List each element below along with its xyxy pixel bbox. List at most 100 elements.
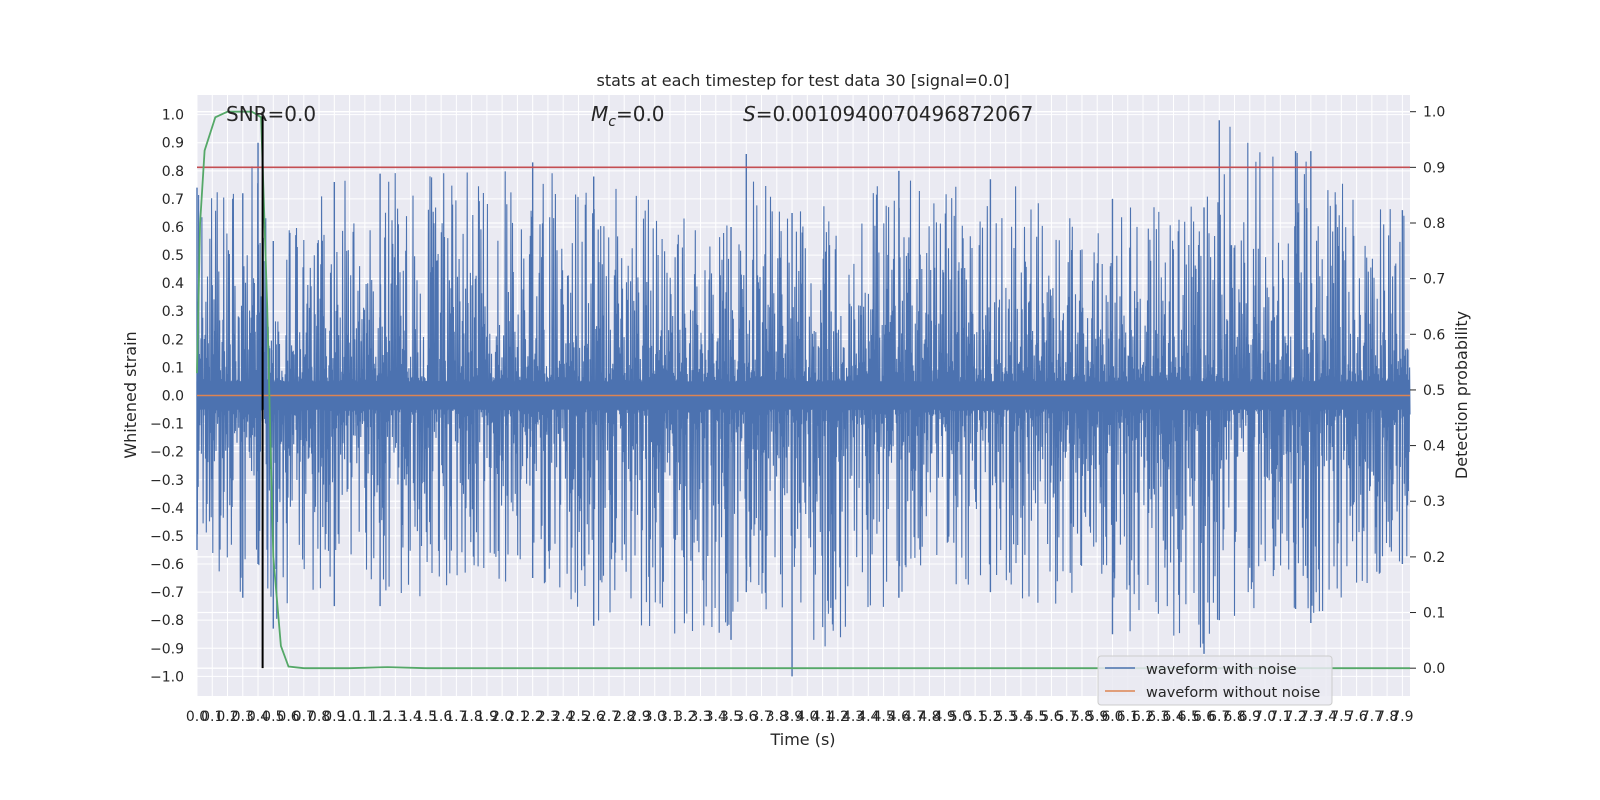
x-tick-label: 2.9 [628, 709, 650, 725]
x-tick-label: 3.3 [689, 709, 711, 725]
x-tick-label: 6.4 [1162, 709, 1184, 725]
x-tick-label: 5.2 [979, 709, 1001, 725]
x-tick-label: 4.1 [811, 709, 833, 725]
x-tick-label: 7.8 [1376, 709, 1398, 725]
x-tick-label: 5.1 [964, 709, 986, 725]
x-tick-label: 6.3 [1147, 709, 1169, 725]
x-tick-label: 2.6 [583, 709, 605, 725]
x-tick-label: 0.8 [308, 709, 330, 725]
x-tick-label: 6.0 [1101, 709, 1123, 725]
s-value: =0.0010940070496872067 [756, 102, 1034, 126]
x-tick-label: 5.4 [1010, 709, 1032, 725]
x-tick-label: 1.1 [354, 709, 376, 725]
x-tick-label: 4.7 [903, 709, 925, 725]
x-tick-label: 0.6 [277, 709, 299, 725]
x-tick-label: 1.2 [369, 709, 391, 725]
x-tick-label: 5.3 [995, 709, 1017, 725]
x-tick-label: 2.2 [522, 709, 544, 725]
x-tick-label: 3.1 [659, 709, 681, 725]
x-tick-label: 2.4 [552, 709, 574, 725]
x-tick-label: 2.3 [537, 709, 559, 725]
y-tick-label-right: 0.9 [1423, 160, 1445, 176]
x-tick-label: 1.5 [415, 709, 437, 725]
x-tick-label: 5.9 [1086, 709, 1108, 725]
y-tick-label-left: 0.9 [162, 136, 184, 152]
overlay-lines [196, 110, 1410, 670]
legend: waveform with noise waveform without noi… [1097, 655, 1333, 706]
x-tick-label: 6.2 [1132, 709, 1154, 725]
x-tick-label: 7.6 [1345, 709, 1367, 725]
x-tick-label: 0.9 [323, 709, 345, 725]
x-tick-label: 1.8 [461, 709, 483, 725]
y-tick-label-left: −0.1 [150, 417, 184, 433]
x-tick-label: 4.3 [842, 709, 864, 725]
x-tick-label: 4.8 [918, 709, 940, 725]
y-tick-label-left: 0.1 [162, 360, 184, 376]
y-tick-label-right: 0.7 [1423, 272, 1445, 288]
x-tick-label: 3.0 [644, 709, 666, 725]
x-axis-label: Time (s) [769, 730, 835, 749]
x-tick-label: 3.8 [766, 709, 788, 725]
y-tick-label-left: −1.0 [150, 669, 184, 685]
y-tick-label-left: −0.2 [150, 445, 184, 461]
x-tick-label: 3.6 [735, 709, 757, 725]
x-tick-label: 3.2 [674, 709, 696, 725]
axes: 0.00.10.20.30.40.50.60.70.80.91.01.11.21… [150, 105, 1445, 725]
y-tick-label-left: 0.6 [162, 220, 184, 236]
y-tick-label-left: 1.0 [162, 108, 184, 124]
x-tick-label: 4.2 [827, 709, 849, 725]
x-tick-label: 1.4 [399, 709, 421, 725]
x-tick-label: 1.6 [430, 709, 452, 725]
chirp-mass-symbol: M [591, 102, 608, 126]
chart-title: stats at each timestep for test data 30 … [597, 71, 1010, 90]
x-tick-label: 2.1 [506, 709, 528, 725]
x-tick-label: 3.5 [720, 709, 742, 725]
x-tick-label: 6.8 [1223, 709, 1245, 725]
x-tick-label: 7.1 [1269, 709, 1291, 725]
chirp-mass-annotation: Mc=0.0 [591, 102, 665, 130]
x-tick-label: 2.5 [567, 709, 589, 725]
y-tick-label-right: 0.2 [1423, 550, 1445, 566]
x-tick-label: 4.6 [888, 709, 910, 725]
y-tick-label-right: 0.1 [1423, 606, 1445, 622]
y-axis-label-left: Whitened strain [121, 331, 140, 458]
s-annotation: S=0.0010940070496872067 [743, 102, 1033, 126]
chirp-mass-subscript: c [608, 114, 616, 130]
x-tick-label: 7.4 [1315, 709, 1337, 725]
y-tick-label-left: 0.5 [162, 248, 184, 264]
y-tick-label-left: −0.7 [150, 585, 184, 601]
y-tick-label-left: −0.4 [150, 501, 184, 517]
y-tick-label-left: 0.8 [162, 164, 184, 180]
x-tick-label: 5.0 [949, 709, 971, 725]
y-tick-label-right: 0.6 [1423, 327, 1445, 343]
x-tick-label: 0.7 [293, 709, 315, 725]
legend-label-with-noise: waveform with noise [1146, 662, 1297, 678]
x-tick-label: 7.9 [1391, 709, 1413, 725]
x-tick-label: 4.0 [796, 709, 818, 725]
noise-series [196, 120, 1411, 677]
y-tick-label-right: 0.0 [1423, 661, 1445, 677]
y-tick-label-right: 1.0 [1423, 105, 1445, 121]
x-tick-label: 3.9 [781, 709, 803, 725]
legend-label-without-noise: waveform without noise [1146, 685, 1320, 701]
x-tick-label: 1.7 [445, 709, 467, 725]
y-tick-label-left: 0.3 [162, 304, 184, 320]
x-tick-label: 6.1 [1117, 709, 1139, 725]
x-tick-label: 5.7 [1056, 709, 1078, 725]
x-tick-label: 7.2 [1284, 709, 1306, 725]
x-tick-label: 6.5 [1178, 709, 1200, 725]
x-tick-label: 7.7 [1361, 709, 1383, 725]
x-tick-label: 4.5 [872, 709, 894, 725]
y-tick-label-left: −0.9 [150, 641, 184, 657]
y-tick-label-left: 0.2 [162, 332, 184, 348]
legend-box [1097, 655, 1333, 706]
x-tick-label: 4.4 [857, 709, 879, 725]
x-tick-label: 6.7 [1208, 709, 1230, 725]
x-tick-label: 3.4 [705, 709, 727, 725]
x-tick-label: 7.0 [1254, 709, 1276, 725]
waveform-with-noise-line [196, 126, 1411, 648]
x-tick-label: 2.7 [598, 709, 620, 725]
y-tick-label-right: 0.5 [1423, 383, 1445, 399]
y-tick-label-left: −0.6 [150, 557, 184, 573]
